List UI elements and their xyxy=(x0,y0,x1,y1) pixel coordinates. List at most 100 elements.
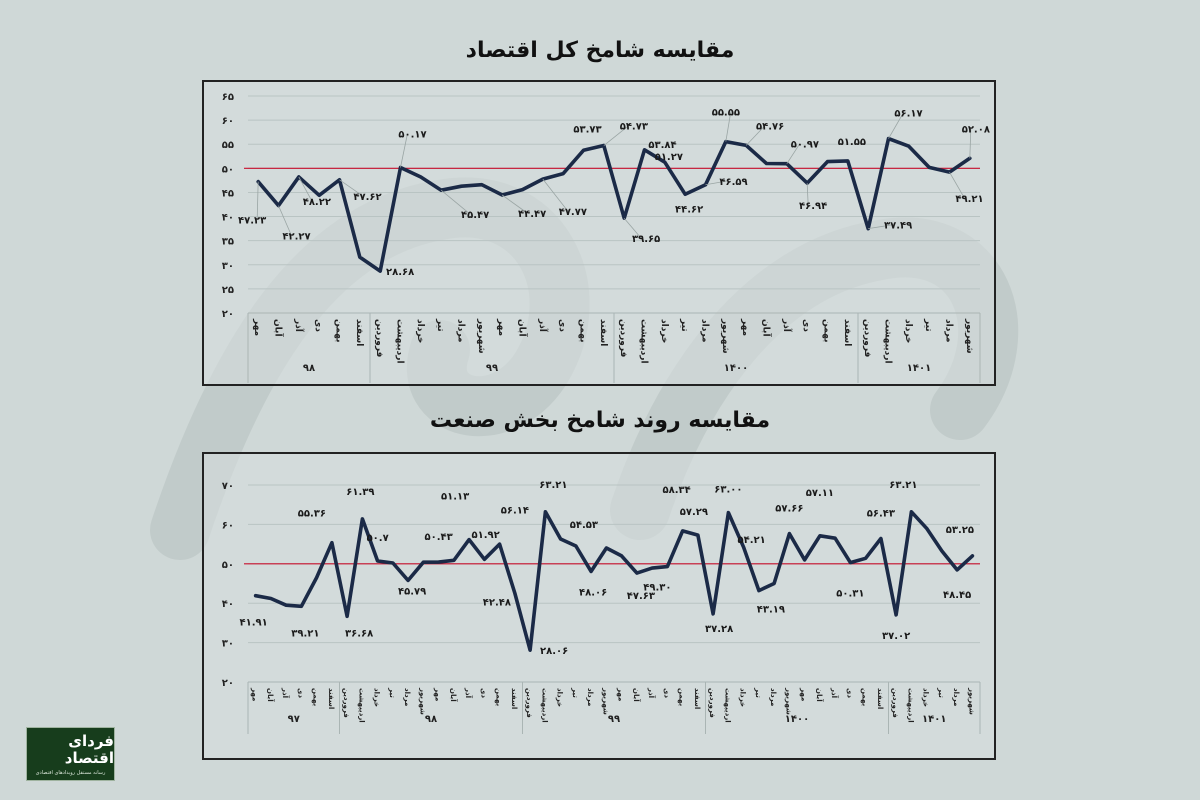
x-month-label: اسفند xyxy=(354,319,364,346)
x-month-label: آبان xyxy=(266,688,275,702)
x-month-label: اردیبهشت xyxy=(639,319,649,364)
leader-line xyxy=(725,111,732,142)
data-label: ۵۰.۱۷ xyxy=(398,130,426,141)
data-label: ۴۲.۲۷ xyxy=(282,232,310,243)
leader-line xyxy=(278,205,292,236)
data-label: ۲۸.۶۸ xyxy=(386,267,414,278)
x-month-label: شهریور xyxy=(967,687,975,715)
x-year-label: ۹۸ xyxy=(425,714,437,725)
y-tick-label: ۴۰ xyxy=(222,599,234,610)
data-label: ۴۴.۴۷ xyxy=(518,209,546,220)
data-label: ۵۶.۴۳ xyxy=(867,508,895,519)
data-label: ۵۶.۱۴ xyxy=(501,505,529,516)
x-month-label: بهمن xyxy=(495,688,503,707)
data-label: ۲۸.۰۶ xyxy=(540,646,568,657)
x-year-label: ۱۴۰۱ xyxy=(907,363,931,374)
leader-line xyxy=(806,183,809,206)
x-month-label: فروردین xyxy=(862,319,872,357)
data-label: ۳۹.۶۵ xyxy=(632,234,660,245)
data-label: ۴۵.۷۹ xyxy=(398,586,426,597)
x-month-label: خرداد xyxy=(922,688,930,707)
y-tick-label: ۶۰ xyxy=(222,520,234,531)
data-label: ۵۴.۷۶ xyxy=(756,121,784,132)
leader-line xyxy=(339,179,363,197)
y-tick-label: ۳۰ xyxy=(222,639,234,650)
y-tick-label: ۶۵ xyxy=(222,92,234,103)
leader-line xyxy=(745,125,766,146)
y-tick-label: ۲۵ xyxy=(222,285,234,296)
data-label: ۶۳.۰۰ xyxy=(714,485,742,496)
y-tick-label: ۴۰ xyxy=(222,213,234,224)
data-label: ۵۳.۸۴ xyxy=(648,140,676,151)
x-month-label: اردیبهشت xyxy=(540,688,548,723)
x-month-label: شهریور xyxy=(476,318,486,354)
data-label: ۶۳.۲۱ xyxy=(889,480,917,491)
leader-line xyxy=(501,194,528,214)
x-year-label: ۹۷ xyxy=(288,714,300,725)
leader-line xyxy=(969,128,972,159)
leader-line xyxy=(400,133,408,168)
data-label: ۴۷.۶۳ xyxy=(627,591,655,602)
x-month-label: شهریور xyxy=(964,318,974,354)
x-month-label: اردیبهشت xyxy=(906,688,914,723)
x-month-label: خرداد xyxy=(659,319,669,343)
data-label: ۵۰.۹۷ xyxy=(791,140,819,151)
x-year-label: ۹۹ xyxy=(486,363,498,374)
x-month-label: مرداد xyxy=(586,688,594,706)
series-line xyxy=(253,509,975,652)
x-month-label: شهریور xyxy=(720,318,730,354)
x-month-label: آذر xyxy=(647,687,656,699)
x-month-label: تیر xyxy=(435,318,445,332)
x-month-label: بهمن xyxy=(578,319,588,342)
brand-logo: فردای اقتصاد رسانه مستقل رویدادهای اقتصا… xyxy=(26,727,115,781)
y-tick-label: ۲۰ xyxy=(222,678,234,689)
x-month-label: خرداد xyxy=(903,319,913,343)
data-label: ۶۳.۲۱ xyxy=(539,480,567,491)
chart-title-economy: مقایسه شامخ کل اقتصاد xyxy=(465,38,735,63)
x-year-label: ۹۸ xyxy=(303,363,315,374)
x-month-label: خرداد xyxy=(373,688,381,707)
x-month-label: فروردین xyxy=(891,688,899,718)
x-month-label: مرداد xyxy=(456,319,466,343)
x-month-label: خرداد xyxy=(556,688,564,707)
x-month-label: بهمن xyxy=(678,688,686,707)
x-month-label: فروردین xyxy=(342,688,350,718)
x-year-label: ۱۴۰۱ xyxy=(922,714,946,725)
data-label: ۵۴.۵۳ xyxy=(570,520,598,531)
x-month-label: آبان xyxy=(632,688,641,702)
x-month-label: دی xyxy=(557,319,567,332)
x-month-label: آبان xyxy=(449,688,458,702)
data-label: ۵۸.۳۴ xyxy=(663,485,691,496)
data-label: ۳۶.۶۸ xyxy=(345,628,373,639)
x-month-label: دی xyxy=(845,688,853,698)
data-label: ۵۰.۴۳ xyxy=(425,532,453,543)
x-month-label: بهمن xyxy=(822,319,832,342)
data-label: ۴۳.۱۹ xyxy=(757,605,785,616)
data-label: ۴۹.۳۰ xyxy=(643,583,671,594)
x-year-label: ۱۴۰۰ xyxy=(785,714,809,725)
x-month-label: مهر xyxy=(251,687,259,701)
data-label: ۶۱.۳۹ xyxy=(346,487,374,498)
x-month-label: آذر xyxy=(293,318,305,333)
x-month-label: آذر xyxy=(537,318,549,333)
data-label: ۵۶.۱۷ xyxy=(894,109,922,120)
x-month-label: تیر xyxy=(679,318,689,332)
data-label: ۴۴.۶۲ xyxy=(675,204,703,215)
x-month-label: بهمن xyxy=(334,319,344,342)
leader-line xyxy=(440,189,471,215)
data-label: ۴۱.۹۱ xyxy=(240,618,268,629)
y-tick-label: ۳۵ xyxy=(222,237,234,248)
x-month-label: دی xyxy=(662,688,670,698)
logo-name: فردای اقتصاد xyxy=(64,731,114,767)
leader-line xyxy=(786,143,801,164)
y-tick-label: ۵۵ xyxy=(222,140,234,151)
x-month-label: فروردین xyxy=(525,688,533,718)
data-label: ۴۸.۲۲ xyxy=(303,197,331,208)
y-tick-label: ۲۰ xyxy=(222,309,234,320)
y-tick-label: ۷۰ xyxy=(222,481,234,492)
data-label: ۴۲.۴۸ xyxy=(483,597,511,608)
data-label: ۵۷.۲۹ xyxy=(680,507,708,518)
data-label: ۴۷.۲۳ xyxy=(238,216,266,227)
x-month-label: اردیبهشت xyxy=(357,688,365,723)
x-month-label: فروردین xyxy=(708,688,716,718)
